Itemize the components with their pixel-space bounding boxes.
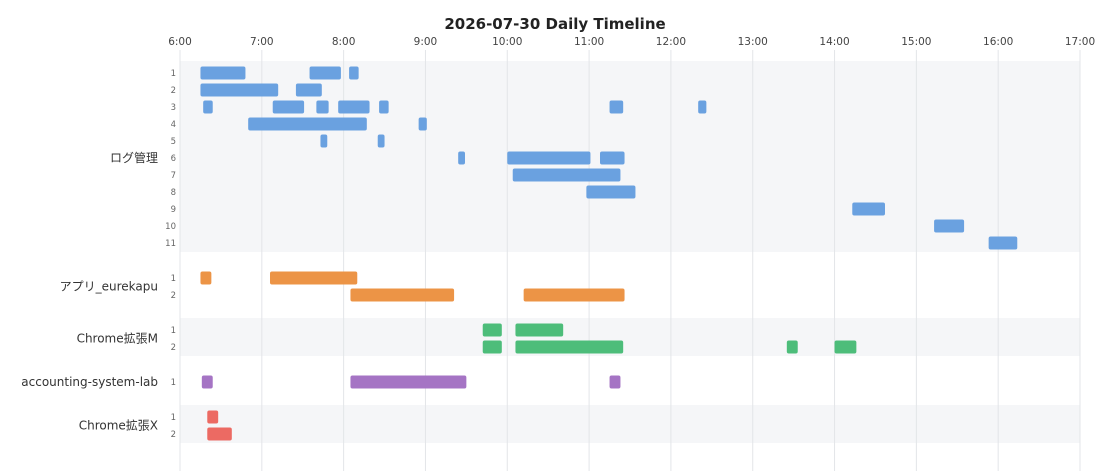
timeline-bar bbox=[458, 151, 465, 165]
chart-title: 2026-07-30 Daily Timeline bbox=[444, 15, 665, 33]
timeline-bar bbox=[379, 100, 389, 114]
x-tick-label: 15:00 bbox=[901, 36, 931, 48]
timeline-bar bbox=[515, 340, 624, 354]
lane-label: 5 bbox=[171, 137, 176, 147]
lane-label: 9 bbox=[171, 205, 176, 215]
timeline-bar bbox=[834, 340, 857, 354]
group-band-2 bbox=[180, 318, 1080, 356]
timeline-bar bbox=[418, 117, 427, 131]
lane-label: 10 bbox=[165, 222, 176, 232]
lane-label: 8 bbox=[171, 188, 176, 198]
x-tick-label: 8:00 bbox=[332, 36, 356, 48]
timeline-bar bbox=[350, 288, 455, 302]
x-tick-label: 14:00 bbox=[819, 36, 849, 48]
lane-label: 1 bbox=[171, 274, 176, 284]
timeline-bar bbox=[200, 66, 246, 80]
timeline-bar bbox=[309, 66, 341, 80]
timeline-bar bbox=[207, 410, 219, 424]
x-tick-label: 12:00 bbox=[656, 36, 686, 48]
timeline-bar bbox=[482, 340, 502, 354]
timeline-bar bbox=[350, 375, 467, 389]
timeline-bar bbox=[349, 66, 359, 80]
group-band-4 bbox=[180, 405, 1080, 443]
timeline-bar bbox=[203, 100, 213, 114]
group-label-eurekapu: アプリ_eurekapu bbox=[60, 280, 158, 294]
x-tick-label: 7:00 bbox=[250, 36, 274, 48]
timeline-bar bbox=[698, 100, 707, 114]
lane-label: 1 bbox=[171, 69, 176, 79]
lane-label: 3 bbox=[171, 103, 176, 113]
timeline-bar bbox=[482, 323, 502, 337]
lane-label: 1 bbox=[171, 378, 176, 388]
labels-layer: 6:00 7:00 8:00 9:00 10:00 11:00 12:00 13:00 14:0… bbox=[21, 36, 1095, 440]
timeline-bar bbox=[786, 340, 798, 354]
lane-label: 1 bbox=[171, 326, 176, 336]
lane-label: 4 bbox=[171, 120, 176, 130]
timeline-bar bbox=[338, 100, 370, 114]
lane-label: 11 bbox=[165, 239, 176, 249]
timeline-bar bbox=[507, 151, 591, 165]
timeline-bar bbox=[600, 151, 625, 165]
x-tick-label: 11:00 bbox=[574, 36, 604, 48]
x-tick-label: 6:00 bbox=[168, 36, 192, 48]
lane-label: 2 bbox=[171, 430, 176, 440]
timeline-bar bbox=[523, 288, 625, 302]
group-label-group: ログ管理 bbox=[110, 150, 158, 165]
bars-layer bbox=[200, 66, 1018, 441]
group-label-chrome-m: Chrome拡張M bbox=[77, 332, 158, 346]
lane-label: 1 bbox=[171, 413, 176, 423]
timeline-bar bbox=[316, 100, 329, 114]
timeline-bar bbox=[512, 168, 621, 182]
timeline-bar bbox=[201, 375, 213, 389]
x-tick-label: 17:00 bbox=[1065, 36, 1095, 48]
x-tick-label: 13:00 bbox=[738, 36, 768, 48]
timeline-bar bbox=[207, 427, 232, 441]
x-tick-label: 16:00 bbox=[983, 36, 1013, 48]
timeline-bar bbox=[320, 134, 328, 148]
timeline-bar bbox=[272, 100, 305, 114]
group-label-accounting-system-lab: accounting-system-lab bbox=[21, 375, 158, 389]
timeline-bar bbox=[270, 271, 358, 285]
x-tick-label: 10:00 bbox=[492, 36, 522, 48]
timeline-bar bbox=[200, 271, 212, 285]
timeline-bar bbox=[248, 117, 367, 131]
group-bands bbox=[180, 61, 1080, 443]
timeline-bar bbox=[934, 219, 965, 233]
timeline-bar bbox=[515, 323, 564, 337]
lane-label: 2 bbox=[171, 86, 176, 96]
group-label-chrome-x: Chrome拡張X bbox=[79, 419, 158, 433]
x-tick-label: 9:00 bbox=[414, 36, 438, 48]
timeline-bar bbox=[609, 100, 624, 114]
lane-label: 2 bbox=[171, 343, 176, 353]
timeline-bar bbox=[609, 375, 621, 389]
lane-label: 2 bbox=[171, 291, 176, 301]
lane-label: 6 bbox=[171, 154, 176, 164]
lane-label: 7 bbox=[171, 171, 176, 181]
timeline-bar bbox=[586, 185, 636, 199]
timeline-bar bbox=[200, 83, 279, 97]
timeline-bar bbox=[988, 236, 1018, 250]
timeline-bar bbox=[377, 134, 385, 148]
timeline-bar bbox=[295, 83, 322, 97]
timeline-bar bbox=[852, 202, 885, 216]
group-band-0 bbox=[180, 61, 1080, 252]
